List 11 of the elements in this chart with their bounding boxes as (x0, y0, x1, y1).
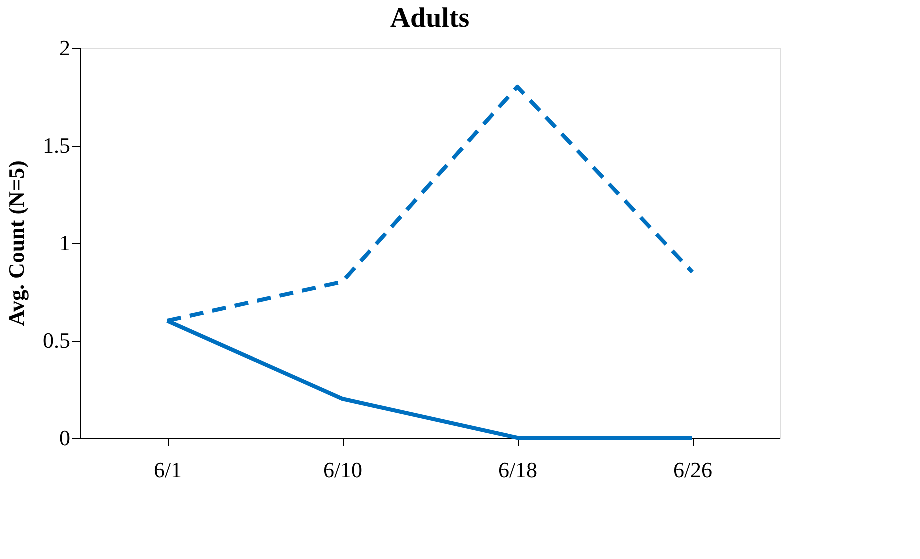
x-tick-label: 6/26 (673, 458, 713, 482)
y-tick-label: 0 (60, 426, 70, 450)
y-tick-label: 0.5 (43, 328, 70, 353)
y-tick-label: 1.5 (43, 133, 70, 158)
x-tick-label: 6/1 (154, 458, 182, 482)
y-axis-title: Avg. Count (N=5) (4, 160, 29, 326)
x-tick-label: 6/10 (323, 458, 363, 482)
y-tick-label: 1 (60, 230, 70, 256)
chart-title: Adults (390, 3, 470, 34)
y-tick-label: 2 (60, 36, 70, 60)
x-tick-label: 6/18 (498, 458, 538, 482)
